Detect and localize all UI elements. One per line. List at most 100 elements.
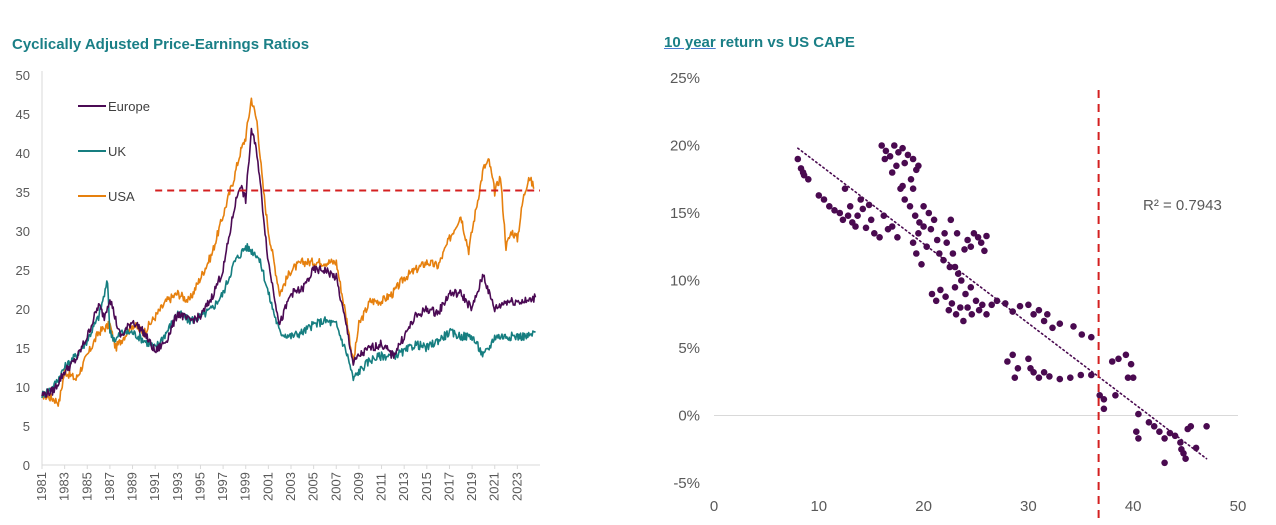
y-tick-label: 45 xyxy=(16,107,30,122)
scatter-point xyxy=(799,169,807,176)
x-tick-label: 1981 xyxy=(34,472,49,501)
scatter-point xyxy=(794,155,802,163)
legend-label-europe: Europe xyxy=(108,99,150,114)
scatter-point xyxy=(867,216,875,224)
scatter-point xyxy=(895,149,902,156)
scatter-point xyxy=(913,166,920,174)
x-tick-label: 10 xyxy=(810,498,827,515)
scatter-point xyxy=(1156,428,1163,436)
left-chart-title: Cyclically Adjusted Price-Earnings Ratio… xyxy=(12,36,310,53)
scatter-point xyxy=(899,144,906,152)
x-tick-label: 1989 xyxy=(125,472,140,501)
scatter-point xyxy=(970,230,978,237)
x-tick-label: 40 xyxy=(1125,498,1142,515)
scatter-point xyxy=(974,234,982,241)
series-line-usa xyxy=(42,97,535,407)
scatter-point xyxy=(1002,300,1009,307)
scatter-point xyxy=(901,159,908,167)
scatter-point xyxy=(1004,358,1011,365)
scatter-point xyxy=(1096,392,1103,399)
scatter-point xyxy=(1100,396,1108,403)
y-tick-label: 5 xyxy=(23,419,30,434)
scatter-point xyxy=(1192,444,1200,452)
scatter-point xyxy=(1046,373,1053,380)
y-tick-label: -5% xyxy=(673,475,700,492)
scatter-point xyxy=(925,209,933,217)
scatter-point xyxy=(988,301,995,309)
scatter-point xyxy=(1187,423,1195,430)
x-tick-label: 20 xyxy=(915,498,932,515)
scatter-point xyxy=(1025,301,1032,309)
y-tick-label: 25% xyxy=(670,70,700,87)
scatter-point xyxy=(882,147,890,155)
scatter-point xyxy=(1124,374,1132,382)
legend-label-uk: UK xyxy=(108,144,126,159)
scatter-point xyxy=(941,230,948,237)
y-tick-label: 30 xyxy=(16,224,30,239)
scatter-point xyxy=(909,185,917,192)
y-tick-label: 5% xyxy=(678,340,700,357)
scatter-point xyxy=(1108,358,1116,365)
x-tick-label: 2007 xyxy=(328,472,343,501)
scatter-point xyxy=(1182,455,1189,463)
scatter-point xyxy=(975,306,983,314)
x-tick-label: 2003 xyxy=(283,472,298,501)
x-tick-label: 2005 xyxy=(306,472,321,501)
x-tick-label: 2013 xyxy=(396,472,411,501)
x-tick-label: 1991 xyxy=(147,472,162,501)
scatter-point xyxy=(1067,374,1074,382)
y-tick-label: 0% xyxy=(678,408,700,425)
x-tick-label: 2011 xyxy=(374,473,389,501)
scatter-point xyxy=(894,234,901,241)
scatter-point xyxy=(841,185,849,192)
y-tick-label: 40 xyxy=(16,146,30,161)
x-tick-label: 1985 xyxy=(79,472,94,501)
scatter-point xyxy=(1161,435,1168,442)
scatter-point xyxy=(1049,324,1056,332)
trendline xyxy=(797,147,1208,460)
scatter-point xyxy=(820,196,828,203)
scatter-point xyxy=(893,162,900,170)
x-tick-label: 2019 xyxy=(464,472,479,501)
y-tick-label: 15 xyxy=(16,341,30,356)
scatter-point xyxy=(897,185,904,192)
series-line-europe xyxy=(41,127,537,398)
scatter-point xyxy=(831,207,838,214)
scatter-point xyxy=(1127,360,1135,368)
scatter-point xyxy=(1040,317,1048,325)
scatter-point xyxy=(1100,405,1108,413)
scatter-point xyxy=(1203,423,1210,430)
scatter-point xyxy=(972,297,980,305)
scatter-point xyxy=(836,209,844,217)
y-tick-label: 10 xyxy=(16,380,30,395)
scatter-point xyxy=(1088,333,1095,341)
scatter-point xyxy=(878,142,885,149)
scatter-point xyxy=(891,142,898,149)
scatter-point xyxy=(932,297,940,305)
scatter-point xyxy=(901,196,908,203)
scatter-point xyxy=(1171,432,1179,440)
scatter-point xyxy=(928,290,936,298)
scatter-point xyxy=(957,304,964,311)
x-tick-label: 1995 xyxy=(192,472,207,501)
right-chart-title-rest: return vs US CAPE xyxy=(715,34,855,51)
scatter-point xyxy=(942,293,949,300)
scatter-point xyxy=(1011,374,1019,382)
scatter-point xyxy=(1161,459,1168,467)
scatter-point xyxy=(862,224,870,232)
scatter-point xyxy=(948,300,956,307)
scatter-point xyxy=(1016,302,1024,310)
scatter-point xyxy=(886,153,894,160)
scatter-point xyxy=(904,151,912,159)
scatter-point xyxy=(1025,355,1032,363)
right-chart-title-underlined: 10 year xyxy=(664,34,716,51)
scatter-point xyxy=(1135,435,1142,442)
scatter-point xyxy=(953,230,961,237)
scatter-point xyxy=(947,216,955,224)
scatter-point xyxy=(1056,375,1064,383)
scatter-point xyxy=(1150,423,1158,430)
y-tick-label: 20% xyxy=(670,138,700,155)
scatter-point xyxy=(846,203,854,210)
x-tick-label: 2015 xyxy=(419,472,434,501)
scatter-point xyxy=(888,169,896,176)
